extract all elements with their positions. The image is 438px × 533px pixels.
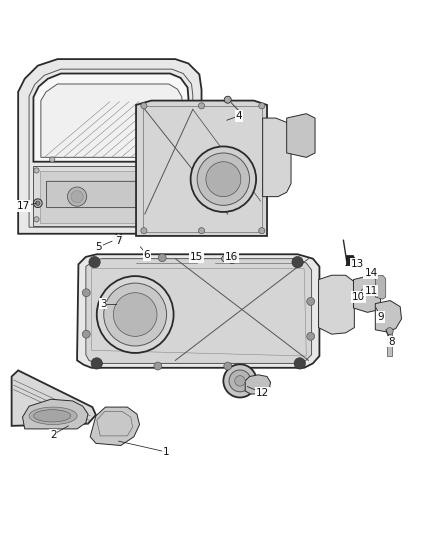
- Circle shape: [259, 228, 265, 234]
- Circle shape: [223, 364, 257, 398]
- Text: 9: 9: [377, 312, 384, 322]
- Circle shape: [197, 256, 203, 262]
- Polygon shape: [46, 181, 166, 207]
- Circle shape: [141, 103, 147, 109]
- Circle shape: [206, 161, 241, 197]
- Circle shape: [187, 217, 192, 222]
- Polygon shape: [33, 166, 193, 227]
- Text: 14: 14: [364, 268, 378, 278]
- Circle shape: [259, 103, 265, 109]
- Circle shape: [224, 96, 231, 103]
- Text: 5: 5: [95, 242, 102, 252]
- Circle shape: [141, 228, 147, 234]
- Polygon shape: [245, 375, 271, 394]
- Polygon shape: [41, 84, 182, 157]
- Circle shape: [222, 256, 228, 262]
- Circle shape: [226, 252, 238, 263]
- Circle shape: [82, 330, 90, 338]
- Text: 2: 2: [50, 430, 57, 440]
- Polygon shape: [86, 259, 311, 364]
- Polygon shape: [40, 171, 186, 223]
- Text: 15: 15: [190, 252, 203, 262]
- Polygon shape: [136, 101, 267, 236]
- Circle shape: [293, 258, 301, 266]
- Circle shape: [34, 168, 39, 173]
- Circle shape: [91, 258, 99, 266]
- Text: 11: 11: [364, 286, 378, 295]
- Polygon shape: [18, 59, 201, 234]
- Circle shape: [187, 168, 192, 173]
- Circle shape: [197, 153, 250, 205]
- Polygon shape: [375, 275, 386, 299]
- Text: 4: 4: [235, 111, 242, 121]
- Polygon shape: [90, 407, 140, 446]
- Polygon shape: [318, 275, 354, 334]
- Circle shape: [307, 333, 314, 340]
- Circle shape: [228, 254, 236, 262]
- Polygon shape: [12, 370, 96, 426]
- Circle shape: [292, 256, 303, 268]
- Circle shape: [49, 157, 55, 162]
- Text: 6: 6: [144, 250, 150, 260]
- Circle shape: [71, 190, 83, 203]
- Text: 17: 17: [17, 201, 30, 211]
- Text: 13: 13: [351, 260, 364, 269]
- Circle shape: [296, 359, 304, 367]
- Text: 8: 8: [388, 337, 395, 346]
- Circle shape: [154, 362, 162, 370]
- Ellipse shape: [29, 407, 77, 425]
- Ellipse shape: [34, 410, 71, 422]
- Circle shape: [115, 234, 123, 241]
- Circle shape: [294, 358, 305, 369]
- Text: 1: 1: [163, 447, 170, 457]
- Circle shape: [191, 147, 256, 212]
- Text: 10: 10: [352, 292, 365, 302]
- Circle shape: [104, 283, 166, 346]
- Circle shape: [89, 256, 100, 268]
- Circle shape: [158, 254, 166, 262]
- Circle shape: [117, 236, 120, 239]
- Circle shape: [173, 157, 178, 162]
- Circle shape: [229, 370, 251, 392]
- Circle shape: [33, 199, 42, 207]
- Circle shape: [235, 376, 245, 386]
- Circle shape: [97, 276, 173, 353]
- Circle shape: [113, 293, 157, 336]
- Polygon shape: [77, 254, 319, 368]
- Circle shape: [35, 201, 40, 205]
- Polygon shape: [287, 114, 315, 157]
- Polygon shape: [375, 301, 402, 332]
- Circle shape: [307, 297, 314, 305]
- Polygon shape: [346, 256, 355, 265]
- Circle shape: [91, 358, 102, 369]
- Bar: [387, 330, 392, 356]
- Text: 16: 16: [225, 252, 238, 262]
- Polygon shape: [353, 276, 381, 312]
- Text: 3: 3: [100, 298, 106, 309]
- Polygon shape: [33, 74, 188, 161]
- Polygon shape: [22, 399, 88, 429]
- Circle shape: [386, 328, 393, 335]
- Circle shape: [67, 187, 87, 206]
- Circle shape: [34, 217, 39, 222]
- Circle shape: [224, 362, 232, 370]
- Polygon shape: [263, 118, 291, 197]
- Circle shape: [82, 289, 90, 297]
- Text: 7: 7: [115, 236, 122, 246]
- Circle shape: [93, 359, 101, 367]
- Text: 12: 12: [256, 388, 269, 398]
- Circle shape: [198, 228, 205, 234]
- Circle shape: [198, 103, 205, 109]
